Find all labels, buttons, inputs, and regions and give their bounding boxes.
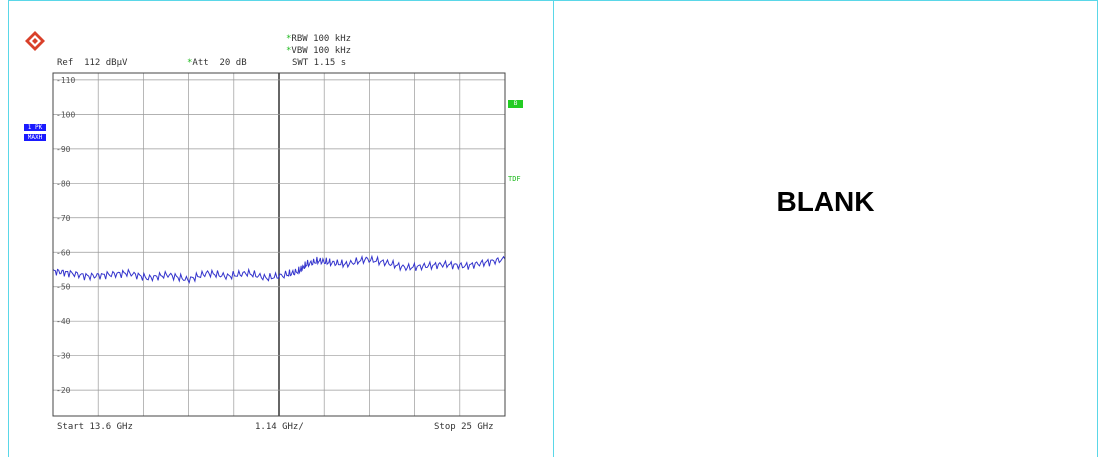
plot-border <box>52 72 506 417</box>
trace-detector-badge: 1 PK <box>24 124 46 131</box>
y-tick-labels: -110 -100 -90 -80 -70 -60 -50 -40 -30 -20 <box>56 76 75 395</box>
attenuation-readout: *Att 20 dB <box>187 58 247 68</box>
y-tick-label: -50 <box>56 283 71 292</box>
y-tick-label: -20 <box>56 386 71 395</box>
rbw-readout: *RBW 100 kHz <box>286 34 352 44</box>
plot-grid <box>53 73 505 416</box>
tdf-indicator: TDF <box>508 175 521 183</box>
ref-level-readout: Ref 112 dBµV <box>57 58 128 68</box>
start-frequency: Start 13.6 GHz <box>57 422 133 432</box>
trace-line <box>52 254 506 285</box>
y-tick-label: -70 <box>56 214 71 223</box>
y-tick-label: -40 <box>56 317 71 326</box>
swt-readout: SWT 1.15 s <box>292 58 347 68</box>
y-tick-label: -90 <box>56 145 71 154</box>
panel-divider <box>553 0 554 457</box>
y-tick-label: -80 <box>56 179 71 188</box>
trace-mode-badge: MAXH <box>24 134 46 141</box>
y-tick-label: -100 <box>56 110 75 119</box>
vbw-readout: *VBW 100 kHz <box>286 46 352 56</box>
y-tick-label: -110 <box>56 76 75 85</box>
blank-label: BLANK <box>776 186 875 217</box>
rohde-schwarz-logo-icon <box>25 31 45 51</box>
y-tick-label: -30 <box>56 352 71 361</box>
span-per-division: 1.14 GHz/ <box>255 422 304 432</box>
status-box: B <box>508 100 523 108</box>
y-tick-label: -60 <box>56 248 71 257</box>
stop-frequency: Stop 25 GHz <box>434 422 494 432</box>
